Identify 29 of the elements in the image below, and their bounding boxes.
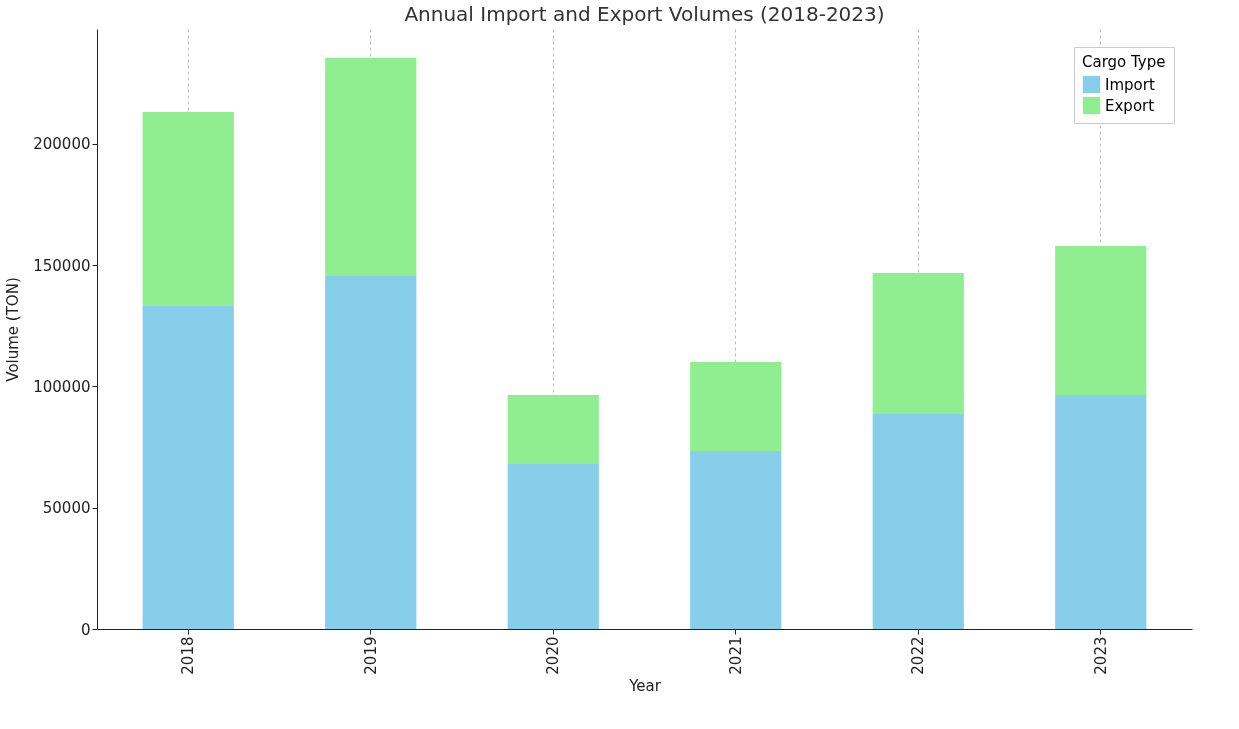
y-tick-label: 100000 xyxy=(33,377,91,396)
bar xyxy=(142,111,234,306)
y-tick-label: 0 xyxy=(80,620,91,639)
bar xyxy=(872,272,964,414)
bar xyxy=(690,361,782,451)
bar xyxy=(142,305,234,629)
bar xyxy=(507,464,599,629)
chart-title: Annual Import and Export Volumes (2018-2023) xyxy=(404,2,885,26)
x-axis-title: Year xyxy=(628,676,662,695)
legend-label: Export xyxy=(1105,96,1155,115)
x-tick-label: 2022 xyxy=(909,636,928,675)
bar xyxy=(1055,394,1147,629)
bar xyxy=(690,450,782,629)
y-tick-label: 150000 xyxy=(33,256,91,275)
bar xyxy=(1055,246,1147,395)
bar xyxy=(325,275,417,629)
x-tick-label: 2020 xyxy=(544,636,563,675)
y-axis-title: Volume (TON) xyxy=(4,277,23,382)
bar xyxy=(325,57,417,276)
legend-label: Import xyxy=(1105,75,1155,94)
x-tick-label: 2021 xyxy=(726,636,745,675)
bar xyxy=(507,394,599,465)
x-tick-label: 2023 xyxy=(1091,636,1110,675)
bar xyxy=(872,413,964,629)
y-tick-label: 50000 xyxy=(42,499,91,518)
x-tick-label: 2019 xyxy=(361,636,380,675)
legend-title: Cargo Type xyxy=(1082,53,1166,71)
x-tick-label: 2018 xyxy=(179,636,198,675)
y-tick-label: 200000 xyxy=(33,135,91,154)
